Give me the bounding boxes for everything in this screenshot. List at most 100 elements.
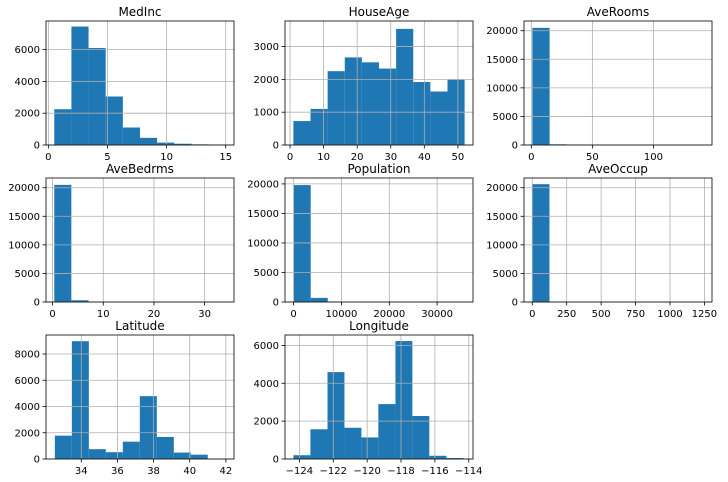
xtick-label-longitude-3: −118 bbox=[387, 466, 414, 477]
ytick-label-population-2: 10000 bbox=[247, 238, 279, 249]
bar-longitude-9 bbox=[446, 458, 464, 459]
chart-title-houseage: HouseAge bbox=[349, 5, 410, 19]
ytick-label-aveoccup-0: 0 bbox=[512, 298, 518, 309]
chart-title-population: Population bbox=[347, 162, 410, 176]
bar-medinc-3 bbox=[105, 96, 123, 145]
bar-houseage-2 bbox=[327, 71, 345, 145]
ytick-label-houseage-3: 3000 bbox=[254, 42, 279, 53]
bar-avebedrms-0 bbox=[54, 184, 72, 302]
axes-frame-houseage bbox=[284, 20, 474, 146]
bar-medinc-0 bbox=[54, 109, 72, 145]
bar-houseage-6 bbox=[396, 28, 414, 145]
histogram-medinc: 0 5 10 15 0 2000 4000 6000 MedInc bbox=[15, 5, 235, 163]
axes-frame-longitude bbox=[284, 334, 474, 460]
xtick-label-aveoccup-5: 1250 bbox=[692, 309, 717, 320]
bar-medinc-1 bbox=[71, 26, 89, 146]
bar-houseage-0 bbox=[293, 121, 311, 145]
bar-medinc-2 bbox=[88, 48, 106, 145]
ytick-label-aveoccup-3: 15000 bbox=[486, 212, 518, 223]
bar-latitude-3 bbox=[105, 452, 123, 459]
ytick-label-latitude-3: 6000 bbox=[15, 376, 40, 387]
ytick-label-population-0: 0 bbox=[273, 298, 279, 309]
chart-title-aveoccup: AveOccup bbox=[588, 162, 648, 176]
histogram-aveoccup: 0 250 500 750 1000 1250 0 5000 10000 15000 20000 Av… bbox=[486, 162, 717, 320]
histogram-houseage: 0 10 20 30 40 50 0 1000 2000 3000 HouseAge bbox=[254, 5, 474, 163]
bar-longitude-4 bbox=[361, 437, 379, 459]
axes-frame-population bbox=[284, 177, 474, 303]
xtick-label-houseage-0: 0 bbox=[287, 152, 293, 163]
ytick-label-averooms-3: 15000 bbox=[486, 55, 518, 66]
xtick-label-population-0: 0 bbox=[290, 309, 296, 320]
bar-latitude-0 bbox=[54, 435, 72, 459]
xtick-label-medinc-2: 10 bbox=[160, 152, 173, 163]
ytick-label-averooms-1: 5000 bbox=[493, 112, 518, 123]
ytick-label-longitude-1: 2000 bbox=[254, 417, 279, 428]
ytick-label-medinc-0: 0 bbox=[34, 141, 40, 152]
chart-title-medinc: MedInc bbox=[118, 5, 161, 19]
ytick-label-averooms-0: 0 bbox=[512, 141, 518, 152]
bar-population-0 bbox=[293, 185, 311, 302]
xtick-label-latitude-3: 40 bbox=[183, 466, 196, 477]
xtick-label-aveoccup-0: 0 bbox=[529, 309, 535, 320]
xtick-label-houseage-4: 40 bbox=[418, 152, 431, 163]
ytick-label-averooms-4: 20000 bbox=[486, 26, 518, 37]
ytick-label-latitude-2: 4000 bbox=[15, 402, 40, 413]
ytick-label-aveoccup-2: 10000 bbox=[486, 240, 518, 251]
bar-longitude-2 bbox=[327, 372, 345, 459]
bar-houseage-4 bbox=[361, 62, 379, 145]
xtick-label-averooms-0: 0 bbox=[528, 152, 534, 163]
bar-avebedrms-1 bbox=[71, 300, 89, 302]
ytick-label-population-3: 15000 bbox=[247, 209, 279, 220]
bar-latitude-6 bbox=[156, 436, 174, 459]
xtick-label-houseage-3: 30 bbox=[384, 152, 397, 163]
axes-frame-aveoccup bbox=[523, 177, 713, 303]
histogram-population: 0 10000 20000 30000 0 5000 10000 15000 20000 Popu… bbox=[247, 162, 474, 320]
chart-title-avebedrms: AveBedrms bbox=[106, 162, 174, 176]
xtick-label-avebedrms-0: 0 bbox=[49, 309, 55, 320]
bar-medinc-4 bbox=[122, 127, 140, 145]
xtick-label-latitude-0: 34 bbox=[75, 466, 88, 477]
xtick-label-houseage-2: 20 bbox=[351, 152, 364, 163]
bar-longitude-0 bbox=[293, 455, 311, 459]
ytick-label-houseage-1: 1000 bbox=[254, 108, 279, 119]
ytick-label-houseage-2: 2000 bbox=[254, 75, 279, 86]
xtick-label-population-3: 30000 bbox=[421, 309, 453, 320]
xtick-label-aveoccup-1: 250 bbox=[557, 309, 576, 320]
bar-aveoccup-0 bbox=[532, 184, 550, 302]
ytick-label-latitude-1: 2000 bbox=[15, 428, 40, 439]
chart-title-longitude: Longitude bbox=[349, 319, 409, 333]
ytick-label-population-1: 5000 bbox=[254, 268, 279, 279]
xtick-label-averooms-2: 100 bbox=[644, 152, 663, 163]
xtick-label-medinc-1: 5 bbox=[104, 152, 110, 163]
chart-title-latitude: Latitude bbox=[115, 319, 164, 333]
axes-frame-latitude bbox=[45, 334, 235, 460]
xtick-label-longitude-1: −122 bbox=[320, 466, 347, 477]
ytick-label-medinc-2: 4000 bbox=[15, 77, 40, 88]
xtick-label-aveoccup-4: 1000 bbox=[657, 309, 682, 320]
xtick-label-aveoccup-2: 500 bbox=[592, 309, 611, 320]
xtick-label-longitude-5: −114 bbox=[455, 466, 482, 477]
bar-population-1 bbox=[310, 297, 328, 302]
ytick-label-averooms-2: 10000 bbox=[486, 83, 518, 94]
bar-latitude-4 bbox=[122, 441, 140, 459]
bar-houseage-7 bbox=[413, 82, 431, 145]
bar-houseage-8 bbox=[430, 91, 448, 145]
xtick-label-avebedrms-1: 10 bbox=[97, 309, 110, 320]
ytick-label-avebedrms-2: 10000 bbox=[8, 240, 40, 251]
xtick-label-avebedrms-3: 30 bbox=[198, 309, 211, 320]
ytick-label-avebedrms-3: 15000 bbox=[8, 212, 40, 223]
ytick-label-avebedrms-1: 5000 bbox=[15, 269, 40, 280]
xtick-label-avebedrms-2: 20 bbox=[148, 309, 161, 320]
ytick-label-medinc-3: 6000 bbox=[15, 45, 40, 56]
bar-longitude-5 bbox=[378, 404, 396, 459]
ytick-label-population-4: 20000 bbox=[247, 179, 279, 190]
xtick-label-latitude-2: 38 bbox=[147, 466, 160, 477]
bar-averooms-0 bbox=[532, 27, 550, 145]
bar-latitude-5 bbox=[139, 396, 157, 459]
axes-frame-avebedrms bbox=[45, 177, 235, 303]
xtick-label-houseage-1: 10 bbox=[317, 152, 330, 163]
xtick-label-averooms-1: 50 bbox=[586, 152, 599, 163]
bar-longitude-7 bbox=[412, 416, 430, 459]
ytick-label-longitude-0: 0 bbox=[273, 455, 279, 466]
